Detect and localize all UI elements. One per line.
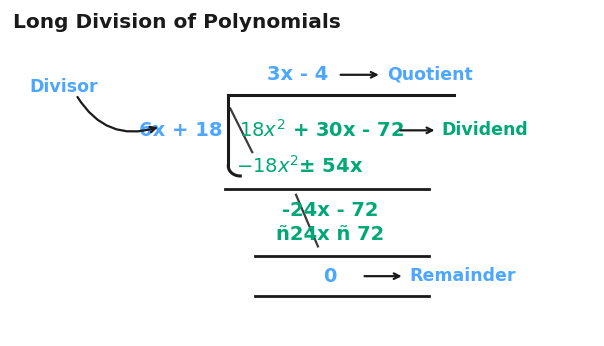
Text: 6x + 18: 6x + 18 [139,121,222,140]
Text: ñ24x ñ 72: ñ24x ñ 72 [276,225,384,244]
Text: 0: 0 [323,267,336,286]
Text: $18x^2$ + 30x - 72: $18x^2$ + 30x - 72 [239,119,405,141]
Text: Quotient: Quotient [388,66,474,84]
Text: Long Division of Polynomials: Long Division of Polynomials [13,13,341,32]
Text: 3x - 4: 3x - 4 [268,65,329,84]
Text: Dividend: Dividend [442,121,528,139]
Text: -24x - 72: -24x - 72 [281,201,378,220]
Text: Divisor: Divisor [29,78,98,96]
Text: $-18x^2$± 54x: $-18x^2$± 54x [236,155,364,177]
Text: Remainder: Remainder [410,267,516,285]
